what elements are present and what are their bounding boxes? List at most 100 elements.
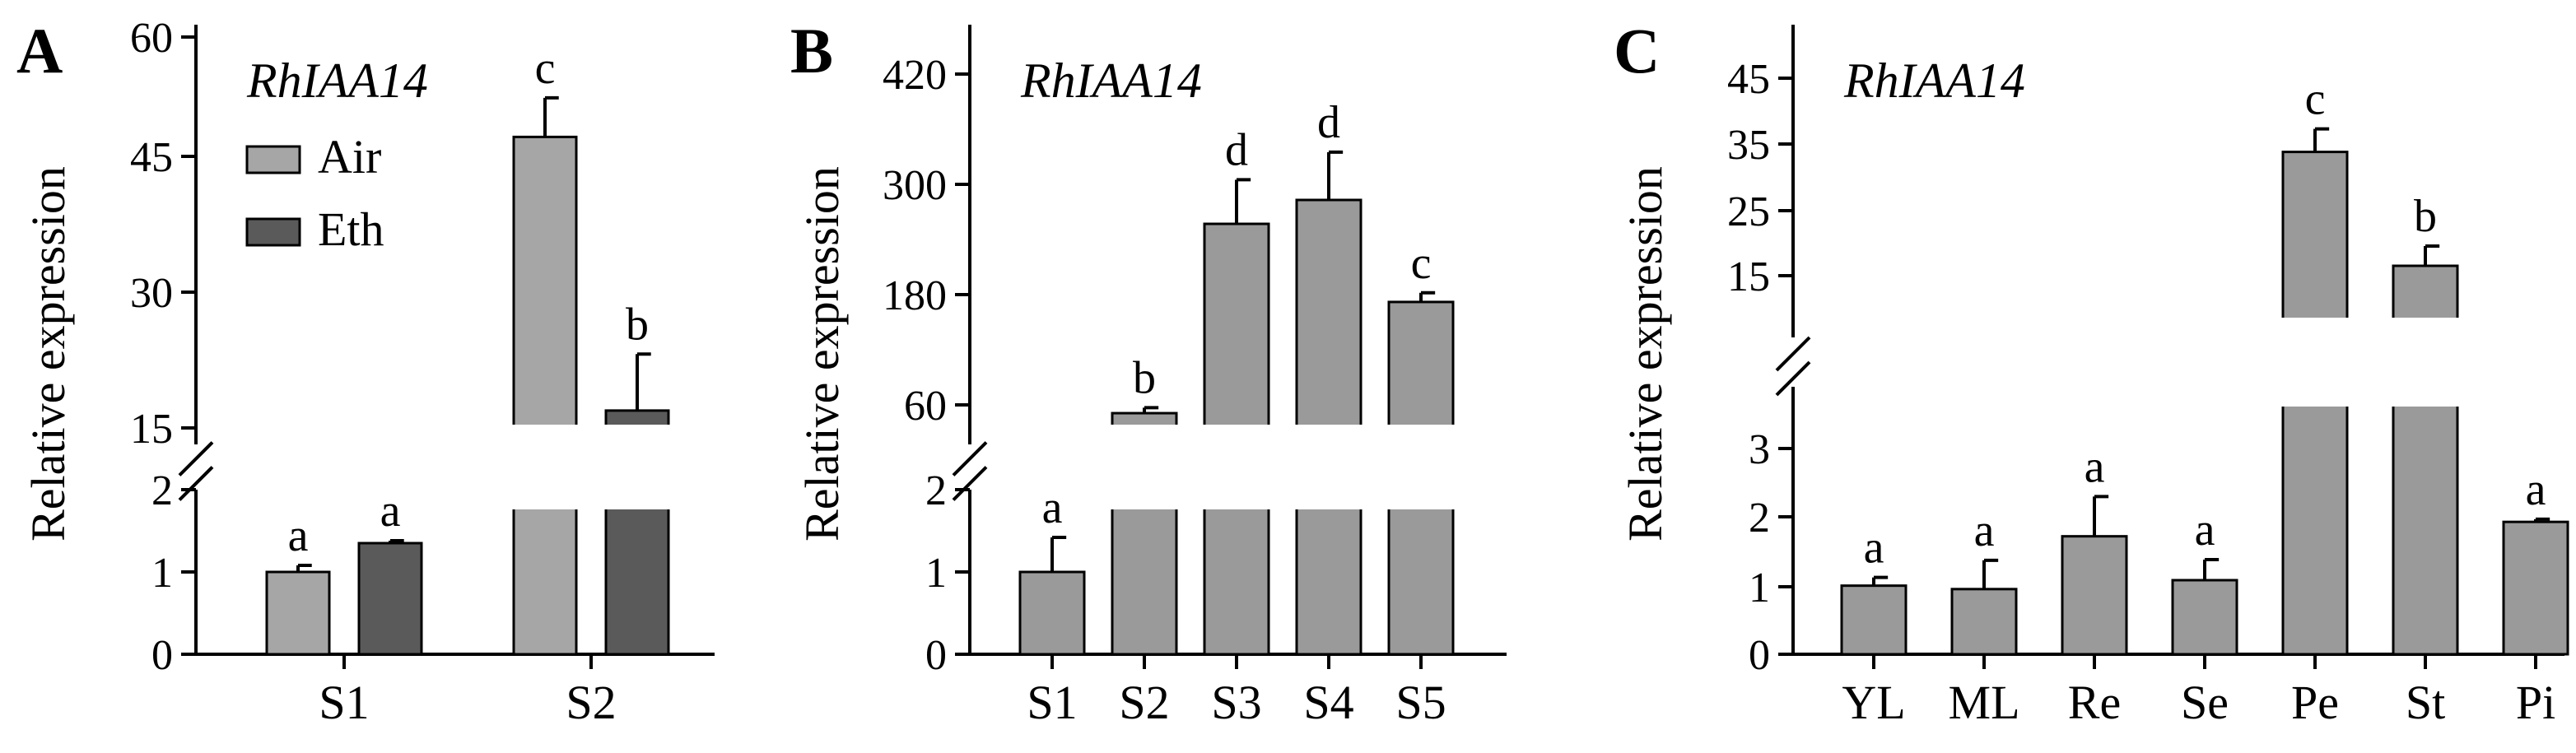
- y-tick-label: 1: [1749, 565, 1770, 611]
- x-tick-label: YL: [1842, 676, 1905, 729]
- bar-re: [2061, 535, 2128, 656]
- bar-s4: [1295, 198, 1363, 446]
- bar-yl: [1840, 584, 1908, 656]
- bar-break-gap: [2280, 318, 2350, 407]
- y-tick-label: 300: [883, 162, 947, 209]
- bar-s5: [1387, 300, 1455, 446]
- y-tick-label: 60: [904, 383, 947, 430]
- axis-break-mark: [1775, 336, 1811, 372]
- legend-swatch-air: [245, 145, 301, 174]
- bar-s2-lower: [1111, 488, 1178, 656]
- y-tick-label: 180: [883, 272, 947, 319]
- axis-break-mark: [1775, 360, 1811, 397]
- bar-s5-lower: [1387, 488, 1455, 656]
- y-tick-label: 15: [130, 406, 173, 453]
- x-tick-label: Pi: [2516, 676, 2555, 729]
- significance-letter: a: [1042, 482, 1063, 533]
- bar-eth-s1: [357, 542, 423, 656]
- significance-letter: d: [1225, 124, 1248, 175]
- x-tick-label: Se: [2181, 676, 2229, 729]
- bar-break-gap: [2390, 318, 2461, 407]
- x-tick-label: ML: [1949, 676, 2020, 729]
- significance-letter: d: [1317, 97, 1340, 148]
- significance-letter: c: [1411, 238, 1432, 289]
- y-axis-label: Relative expression: [21, 166, 75, 542]
- y-tick-label: 15: [1727, 253, 1770, 300]
- y-tick-label: 3: [1749, 426, 1770, 473]
- bar-s1: [1018, 570, 1086, 656]
- significance-letter: b: [2414, 191, 2437, 242]
- bar-break-gap: [603, 425, 672, 509]
- panel-label: C: [1614, 15, 1660, 86]
- bar-pe-lower: [2281, 385, 2349, 656]
- y-axis-label: Relative expression: [795, 166, 849, 542]
- y-tick-label: 1: [151, 550, 173, 597]
- y-tick-label: 45: [1727, 56, 1770, 103]
- x-tick-label: Pe: [2291, 676, 2339, 729]
- bar-break-gap: [1386, 425, 1456, 509]
- legend-label: Eth: [318, 202, 384, 256]
- bar-st-lower: [2392, 385, 2459, 656]
- y-tick-label: 2: [925, 467, 947, 514]
- y-tick-label: 0: [151, 632, 173, 679]
- y-tick-label: 0: [1749, 632, 1770, 679]
- panel-label: B: [790, 15, 833, 86]
- y-tick-label: 45: [130, 134, 173, 181]
- significance-letter: c: [2305, 74, 2326, 125]
- bar-se: [2171, 579, 2238, 656]
- bar-s4-lower: [1295, 488, 1363, 656]
- y-tick-label: 420: [883, 52, 947, 99]
- x-tick-label: S4: [1303, 676, 1353, 729]
- x-tick-label: S1: [319, 676, 369, 729]
- chart-title: RhIAA14: [1843, 53, 2025, 108]
- chart-title: RhIAA14: [1020, 53, 1202, 108]
- significance-letter: c: [535, 43, 556, 94]
- significance-letter: b: [1133, 352, 1156, 403]
- x-tick-label: S1: [1027, 676, 1077, 729]
- bar-break-gap: [1293, 425, 1364, 509]
- x-tick-label: S5: [1395, 676, 1446, 729]
- axis-break-mark: [178, 466, 214, 501]
- panel-b: B RhIAA14 Relative expression 0 1 2 60 180 300 42…: [790, 15, 1507, 729]
- bar-air-s1: [265, 570, 331, 656]
- bar-s3-lower: [1203, 488, 1270, 656]
- bar-eth-s2-lower: [604, 488, 670, 656]
- significance-letter: a: [380, 486, 401, 537]
- significance-letter: a: [1974, 505, 1995, 556]
- axis-break-mark: [178, 441, 214, 476]
- significance-letter: a: [1864, 523, 1884, 574]
- axis-break-mark: [952, 466, 988, 501]
- y-tick-label: 35: [1727, 122, 1770, 169]
- legend-swatch-eth: [245, 217, 301, 247]
- bar-break-gap: [1109, 425, 1180, 509]
- legend-label: Air: [318, 130, 381, 184]
- bar-ml: [1950, 588, 2018, 656]
- significance-letter: a: [2526, 464, 2546, 515]
- x-tick-label: S2: [1119, 676, 1169, 729]
- significance-letter: b: [626, 299, 649, 350]
- y-tick-label: 2: [1749, 495, 1770, 542]
- panel-a: A RhIAA14 Relative expression 0 1 2 15 30 45 60 a a…: [16, 15, 715, 729]
- significance-letter: a: [2195, 504, 2215, 555]
- x-tick-label: Re: [2068, 676, 2121, 729]
- chart-title: RhIAA14: [246, 53, 428, 108]
- x-tick-label: S3: [1211, 676, 1261, 729]
- bar-break-gap: [1201, 425, 1272, 509]
- bar-air-s2-lower: [512, 488, 578, 656]
- x-tick-label: St: [2406, 676, 2445, 729]
- y-tick-label: 25: [1727, 188, 1770, 235]
- significance-letter: a: [2085, 441, 2105, 492]
- panel-label: A: [16, 15, 63, 86]
- y-tick-label: 0: [925, 632, 947, 679]
- y-tick-label: 2: [151, 467, 173, 514]
- y-tick-label: 30: [130, 270, 173, 317]
- y-tick-label: 60: [130, 15, 173, 62]
- bar-s3: [1203, 222, 1270, 446]
- panel-c: C RhIAA14 Relative expression 0 1 2 3 15 25 35 45 a…: [1614, 15, 2569, 729]
- axis-break-mark: [952, 441, 988, 476]
- significance-letter: a: [288, 510, 309, 561]
- bar-air-s2: [512, 135, 578, 446]
- y-tick-label: 1: [925, 550, 947, 597]
- bar-break-gap: [510, 425, 580, 509]
